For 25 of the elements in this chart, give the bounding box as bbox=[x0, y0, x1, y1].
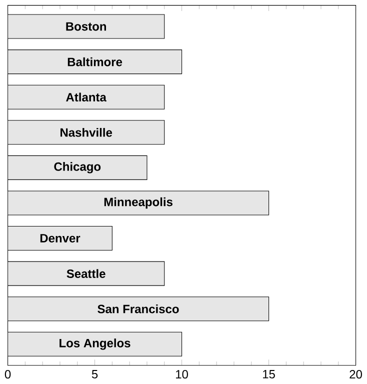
bar bbox=[8, 190, 270, 216]
y-tick-label: Atlanta bbox=[66, 92, 107, 102]
bar bbox=[8, 120, 165, 145]
bar bbox=[8, 226, 112, 251]
y-tick-label: Los Angelos bbox=[60, 338, 130, 350]
bar bbox=[8, 14, 165, 39]
y-tick-label: Baltimore bbox=[68, 57, 122, 66]
y-tick-label: Nashville bbox=[60, 128, 112, 137]
bar bbox=[8, 332, 182, 356]
x-tick-label: 10 bbox=[176, 370, 188, 379]
y-tick-label: Denver bbox=[40, 234, 80, 242]
y-tick-label: Chicago bbox=[54, 162, 101, 174]
x-tick-label: 0 bbox=[4, 370, 11, 379]
y-tick-label: Boston bbox=[66, 22, 106, 31]
y-tick-label: Minneapolis bbox=[104, 197, 173, 209]
y-tick-label: Seattle bbox=[66, 269, 106, 278]
x-tick-label: 15 bbox=[263, 370, 275, 378]
bar bbox=[8, 296, 270, 322]
x-tick-label: 5 bbox=[92, 370, 98, 378]
y-tick-label: San Francisco bbox=[98, 304, 179, 314]
bar bbox=[8, 261, 165, 286]
bar bbox=[8, 84, 165, 110]
x-tick-label: 20 bbox=[350, 370, 362, 379]
bar bbox=[8, 155, 148, 180]
bar bbox=[8, 50, 182, 74]
